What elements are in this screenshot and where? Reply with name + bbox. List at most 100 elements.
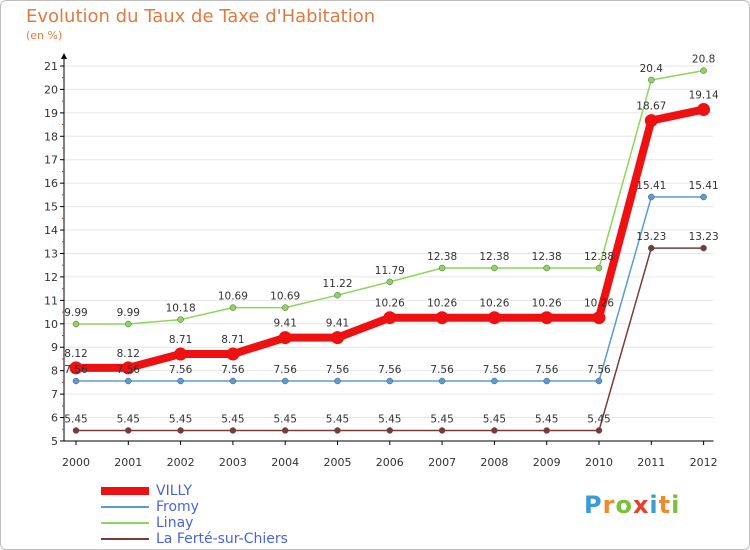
data-label-villy: 18.67 xyxy=(636,101,666,113)
data-point-fromy xyxy=(386,377,394,385)
data-label-la-ferte-sur-chiers: 5.45 xyxy=(483,413,506,425)
data-label-la-ferte-sur-chiers: 5.45 xyxy=(169,413,192,425)
data-label-linay: 9.99 xyxy=(64,307,87,319)
legend-swatch-fromy xyxy=(101,506,149,508)
data-label-linay: 10.18 xyxy=(166,303,196,315)
y-tick-label: 16 xyxy=(44,177,58,190)
x-tick-label: 2000 xyxy=(62,456,90,469)
data-point-fromy xyxy=(72,377,80,385)
data-point-villy xyxy=(383,311,397,325)
x-tick-label: 2007 xyxy=(428,456,456,469)
data-label-la-ferte-sur-chiers: 5.45 xyxy=(326,413,349,425)
data-label-linay: 10.69 xyxy=(270,291,300,303)
y-tick-label: 8 xyxy=(51,365,58,378)
data-label-fromy: 7.56 xyxy=(587,364,611,376)
data-label-villy: 19.14 xyxy=(689,90,719,102)
data-point-fromy xyxy=(125,377,132,385)
data-point-fromy xyxy=(595,377,603,385)
y-tick-label: 18 xyxy=(44,130,58,143)
data-point-la-ferte-sur-chiers xyxy=(700,244,707,252)
legend-item-fromy[interactable]: Fromy xyxy=(101,499,288,515)
data-point-la-ferte-sur-chiers xyxy=(229,427,237,434)
x-tick-label: 2010 xyxy=(585,456,613,469)
legend-label-fromy: Fromy xyxy=(156,499,199,515)
data-point-la-ferte-sur-chiers xyxy=(125,427,132,434)
data-label-villy: 8.71 xyxy=(221,334,244,346)
data-point-la-ferte-sur-chiers xyxy=(648,244,655,252)
legend-item-linay[interactable]: Linay xyxy=(101,515,288,531)
data-label-villy: 10.26 xyxy=(479,298,509,310)
data-label-la-ferte-sur-chiers: 13.23 xyxy=(689,231,719,243)
data-label-fromy: 15.41 xyxy=(689,180,719,192)
data-point-linay xyxy=(491,264,498,272)
y-tick-label: 21 xyxy=(44,60,58,73)
data-label-villy: 8.12 xyxy=(64,348,87,360)
data-point-fromy xyxy=(281,377,289,385)
legend-label-villy: VILLY xyxy=(156,483,192,499)
data-label-la-ferte-sur-chiers: 5.45 xyxy=(274,413,297,425)
x-tick-label: 2008 xyxy=(480,456,508,469)
data-point-fromy xyxy=(491,377,498,385)
x-tick-label: 2005 xyxy=(324,456,352,469)
x-tick-label: 2002 xyxy=(167,456,195,469)
data-label-la-ferte-sur-chiers: 5.45 xyxy=(378,413,401,425)
data-point-villy xyxy=(697,103,711,117)
legend-swatch-la-ferte-sur-chiers xyxy=(101,538,149,540)
data-point-la-ferte-sur-chiers xyxy=(543,427,550,434)
data-label-la-ferte-sur-chiers: 5.45 xyxy=(587,413,610,425)
data-point-villy xyxy=(644,114,658,128)
x-tick-label: 2006 xyxy=(376,456,404,469)
data-label-la-ferte-sur-chiers: 5.45 xyxy=(430,413,453,425)
data-point-la-ferte-sur-chiers xyxy=(334,427,341,434)
y-tick-label: 19 xyxy=(44,107,58,120)
data-point-fromy xyxy=(543,377,550,385)
y-tick-label: 17 xyxy=(44,154,58,167)
data-point-la-ferte-sur-chiers xyxy=(386,427,394,434)
data-label-fromy: 7.56 xyxy=(221,364,245,376)
data-label-linay: 12.38 xyxy=(427,251,457,263)
data-label-linay: 11.22 xyxy=(322,278,352,290)
data-point-villy xyxy=(435,311,449,325)
data-label-fromy: 7.56 xyxy=(274,364,298,376)
data-point-linay xyxy=(700,67,707,74)
data-point-fromy xyxy=(700,193,707,201)
data-point-villy xyxy=(278,331,292,345)
data-point-linay xyxy=(334,291,341,299)
data-label-villy: 8.71 xyxy=(169,334,192,346)
legend-label-linay: Linay xyxy=(156,515,194,531)
proxiti-logo: Proxiti xyxy=(584,491,681,519)
data-label-la-ferte-sur-chiers: 5.45 xyxy=(117,413,140,425)
data-point-villy xyxy=(487,311,501,325)
data-label-fromy: 7.56 xyxy=(326,364,350,376)
x-tick-label: 2009 xyxy=(533,456,561,469)
data-point-linay xyxy=(229,304,237,311)
data-label-fromy: 7.56 xyxy=(483,364,507,376)
data-point-la-ferte-sur-chiers xyxy=(177,427,184,434)
data-label-villy: 10.26 xyxy=(427,298,457,310)
data-label-la-ferte-sur-chiers: 5.45 xyxy=(64,413,87,425)
data-point-la-ferte-sur-chiers xyxy=(438,427,446,434)
x-tick-label: 2003 xyxy=(219,456,247,469)
data-point-la-ferte-sur-chiers xyxy=(595,427,603,434)
data-point-fromy xyxy=(229,377,237,385)
data-point-linay xyxy=(177,316,184,323)
data-label-villy: 10.26 xyxy=(584,298,614,310)
data-label-fromy: 7.56 xyxy=(117,364,141,376)
data-point-villy xyxy=(69,361,83,375)
x-tick-label: 2001 xyxy=(114,456,142,469)
data-point-villy xyxy=(592,311,606,325)
data-label-linay: 11.79 xyxy=(375,265,405,277)
data-label-linay: 20.4 xyxy=(640,63,664,75)
y-tick-label: 14 xyxy=(44,224,58,237)
data-point-linay xyxy=(72,320,80,328)
legend-item-la-ferte-sur-chiers[interactable]: La Ferté-sur-Chiers xyxy=(101,531,288,547)
data-label-villy: 9.41 xyxy=(326,318,349,330)
series-line-villy xyxy=(72,105,708,372)
data-point-la-ferte-sur-chiers xyxy=(72,427,80,434)
data-label-villy: 8.12 xyxy=(117,348,140,360)
data-point-fromy xyxy=(648,193,655,201)
legend-item-villy[interactable]: VILLY xyxy=(101,483,288,499)
data-label-linay: 12.38 xyxy=(584,251,614,263)
